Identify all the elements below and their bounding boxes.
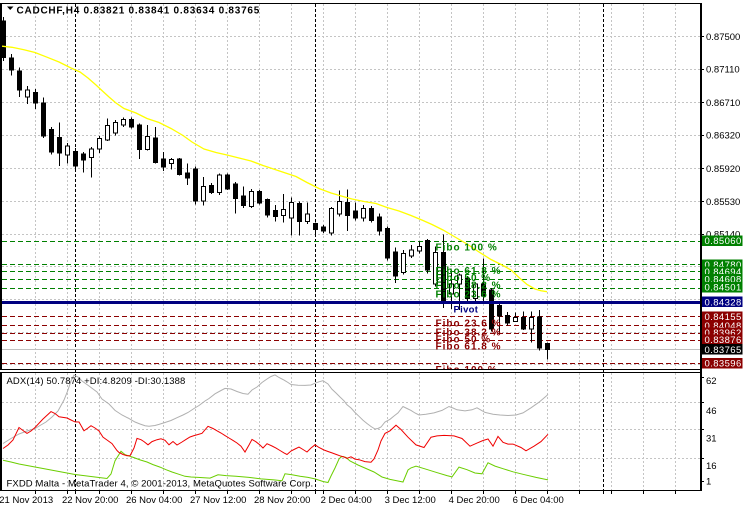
svg-text:1: 1 — [706, 477, 711, 488]
svg-text:62: 62 — [706, 376, 717, 387]
svg-text:Fibo 50 %: Fibo 50 % — [436, 335, 492, 346]
svg-text:Fibo 61.8 %: Fibo 61.8 % — [436, 266, 502, 277]
svg-text:0.87500: 0.87500 — [706, 32, 740, 43]
svg-text:3 Dec 12:00: 3 Dec 12:00 — [385, 495, 436, 506]
svg-text:16: 16 — [706, 461, 717, 472]
svg-text:Pivot: Pivot — [454, 305, 479, 316]
svg-text:0.84048: 0.84048 — [705, 321, 742, 332]
svg-text:Fibo 23.6 %: Fibo 23.6 % — [436, 289, 502, 300]
svg-text:0.86710: 0.86710 — [706, 98, 740, 109]
svg-text:22 Nov 20:00: 22 Nov 20:00 — [62, 495, 119, 506]
svg-text:Fibo 100 %: Fibo 100 % — [436, 243, 498, 254]
svg-text:26 Nov 04:00: 26 Nov 04:00 — [126, 495, 183, 506]
svg-text:21 Nov 2013: 21 Nov 2013 — [0, 495, 53, 506]
svg-text:0.87110: 0.87110 — [706, 65, 740, 76]
svg-text:ADX(14) 50.7874 +DI:4.8209 -DI: ADX(14) 50.7874 +DI:4.8209 -DI:30.1388 — [7, 376, 186, 387]
svg-text:CADCHF,H4 0.83821 0.83841 0.83: CADCHF,H4 0.83821 0.83841 0.83634 0.8376… — [17, 6, 261, 17]
svg-text:0.85140: 0.85140 — [706, 230, 740, 241]
svg-text:0.85060: 0.85060 — [705, 236, 742, 247]
svg-text:46: 46 — [706, 406, 717, 417]
svg-text:0.86320: 0.86320 — [706, 131, 740, 142]
svg-text:Fibo 23.6 %: Fibo 23.6 % — [436, 318, 502, 329]
svg-text:28 Nov 20:00: 28 Nov 20:00 — [254, 495, 311, 506]
svg-text:0.85530: 0.85530 — [706, 197, 740, 208]
svg-text:Fibo 38.2 %: Fibo 38.2 % — [436, 280, 502, 291]
svg-text:Fibo 38.2 %: Fibo 38.2 % — [436, 327, 502, 338]
svg-text:27 Nov 12:00: 27 Nov 12:00 — [190, 495, 247, 506]
svg-text:0.84608: 0.84608 — [705, 275, 742, 286]
svg-text:0.83962: 0.83962 — [705, 328, 742, 339]
svg-text:0.83596: 0.83596 — [705, 359, 742, 370]
svg-text:0.84501: 0.84501 — [705, 283, 742, 294]
svg-text:0.84155: 0.84155 — [705, 312, 742, 323]
svg-text:31: 31 — [706, 434, 717, 445]
svg-text:0.84328: 0.84328 — [705, 297, 742, 308]
svg-text:4 Dec 20:00: 4 Dec 20:00 — [449, 495, 500, 506]
svg-text:Fibo 100 %: Fibo 100 % — [436, 365, 498, 376]
svg-text:FXDD Malta - MetaTrader 4, © 2: FXDD Malta - MetaTrader 4, © 2001-2013, … — [7, 479, 314, 490]
svg-text:Fibo 61.8 %: Fibo 61.8 % — [436, 342, 502, 353]
svg-text:2 Dec 04:00: 2 Dec 04:00 — [321, 495, 372, 506]
svg-text:0.84780: 0.84780 — [705, 260, 742, 271]
svg-text:Fibo 50 %: Fibo 50 % — [436, 273, 492, 284]
svg-text:0.84694: 0.84694 — [705, 267, 742, 278]
svg-text:6 Dec 04:00: 6 Dec 04:00 — [513, 495, 564, 506]
svg-text:0.83765: 0.83765 — [705, 345, 742, 356]
svg-text:0.85920: 0.85920 — [706, 164, 740, 175]
svg-text:0.83876: 0.83876 — [705, 335, 742, 346]
